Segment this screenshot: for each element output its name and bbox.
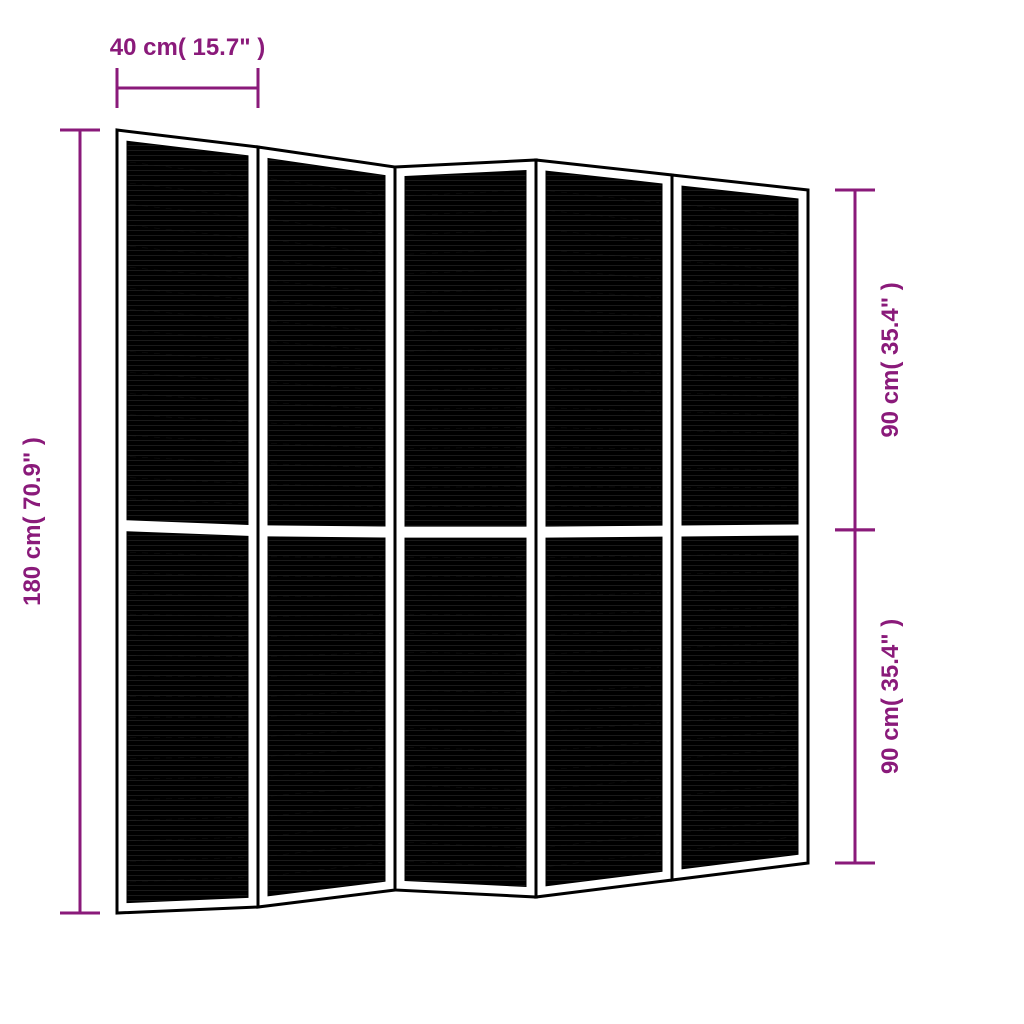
screen-panel — [672, 175, 808, 880]
dimension-label: 180 cm( 70.9" ) — [19, 437, 46, 606]
dimension-height-full: 180 cm( 70.9" ) — [19, 130, 100, 913]
dimension-label: 90 cm( 35.4" ) — [877, 619, 904, 774]
dimension-label: 40 cm( 15.7" ) — [110, 34, 265, 61]
screen-panel — [258, 147, 395, 907]
dimension-width: 40 cm( 15.7" ) — [110, 34, 265, 108]
dimension-label: 90 cm( 35.4" ) — [877, 282, 904, 437]
dimension-height-lower: 90 cm( 35.4" ) — [835, 530, 904, 863]
screen-panel — [117, 130, 258, 913]
screen-panel — [395, 160, 536, 897]
dimension-height-upper: 90 cm( 35.4" ) — [835, 190, 904, 530]
screen-panel — [536, 160, 672, 897]
